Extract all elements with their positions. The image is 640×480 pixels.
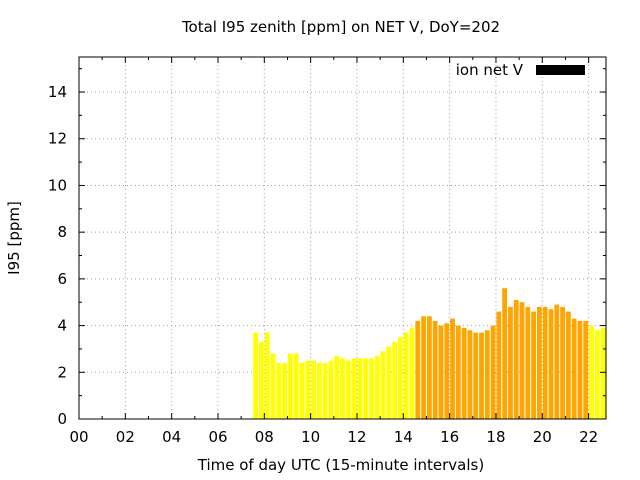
bar	[369, 358, 374, 419]
bar	[259, 341, 264, 419]
bar	[502, 288, 508, 419]
x-tick-label: 06	[208, 428, 227, 446]
bar	[403, 332, 409, 419]
bar	[334, 355, 340, 419]
bar	[525, 306, 531, 419]
y-tick-label: 4	[57, 317, 67, 335]
bar	[450, 318, 455, 419]
y-tick-label: 10	[48, 176, 67, 194]
bar	[398, 337, 403, 419]
bar	[328, 360, 334, 419]
y-tick-label: 12	[48, 130, 67, 148]
x-tick-label: 02	[116, 428, 135, 446]
bar	[537, 306, 542, 419]
bar	[455, 325, 461, 419]
bar	[479, 332, 484, 419]
bar	[508, 306, 513, 419]
x-tick-label: 08	[255, 428, 274, 446]
grid-lines	[79, 57, 606, 419]
x-tick-label: 00	[69, 428, 88, 446]
bar	[490, 325, 496, 419]
bar	[594, 330, 600, 419]
bar	[253, 332, 259, 419]
bar	[461, 327, 467, 419]
bars-group	[253, 288, 606, 419]
bar	[600, 327, 606, 419]
bar	[496, 311, 502, 419]
bar	[438, 325, 444, 419]
bar	[392, 341, 398, 419]
bar	[589, 325, 594, 419]
y-tick-label: 6	[57, 270, 67, 288]
bar	[270, 353, 276, 419]
bar	[473, 332, 479, 419]
x-axis-label: Time of day UTC (15-minute intervals)	[197, 456, 484, 474]
bar	[577, 320, 583, 419]
bar	[363, 358, 369, 419]
bar	[531, 311, 537, 419]
bar	[276, 362, 282, 419]
bar	[444, 323, 450, 419]
legend-swatch	[536, 65, 585, 75]
bar	[513, 299, 519, 419]
y-tick-label: 8	[57, 223, 67, 241]
bar	[415, 320, 421, 419]
bar	[484, 330, 490, 419]
bar	[554, 304, 560, 419]
bar	[548, 309, 554, 419]
bar	[357, 358, 363, 419]
x-tick-label: 14	[394, 428, 413, 446]
bar	[305, 360, 311, 419]
x-tick-label: 20	[533, 428, 552, 446]
plot-frame	[78, 56, 607, 420]
bar	[380, 351, 386, 419]
y-tick-label: 0	[57, 410, 67, 428]
bar	[542, 306, 548, 419]
bar	[287, 353, 293, 419]
bar	[432, 320, 438, 419]
y-tick-label: 14	[48, 83, 67, 101]
bar	[421, 316, 426, 419]
bar	[322, 362, 328, 419]
x-tick-label: 04	[162, 428, 181, 446]
x-tick-label: 12	[347, 428, 366, 446]
bar	[282, 362, 287, 419]
tick-marks	[78, 57, 606, 420]
x-tick-label: 16	[440, 428, 459, 446]
legend-label: ion net V	[456, 61, 524, 79]
bar	[560, 306, 565, 419]
chart-title: Total I95 zenith [ppm] on NET V, DoY=202	[181, 18, 500, 36]
bar	[374, 355, 380, 419]
bar	[351, 358, 357, 419]
bar	[409, 327, 415, 419]
bar	[316, 362, 322, 419]
y-tick-label: 2	[57, 363, 67, 381]
y-axis-label: I95 [ppm]	[5, 201, 23, 275]
x-tick-label: 10	[301, 428, 320, 446]
bar	[299, 362, 305, 419]
legend: ion net V	[456, 61, 585, 79]
bar	[345, 360, 351, 419]
bar	[467, 330, 473, 419]
bar	[571, 318, 577, 419]
bar	[565, 311, 571, 419]
bar	[264, 332, 270, 419]
x-tick-label: 18	[486, 428, 505, 446]
y-tick-labels: 0 2 4 6 8 10 12 14	[48, 83, 67, 428]
bar	[583, 320, 589, 419]
bar	[293, 353, 299, 419]
bar	[311, 360, 316, 419]
bar	[340, 358, 345, 419]
x-tick-labels: 00 02 04 06 08 10 12 14 16 18 20 22	[69, 428, 598, 446]
bar	[519, 302, 525, 419]
bar	[386, 346, 392, 419]
x-tick-label: 22	[579, 428, 598, 446]
bar	[426, 316, 432, 419]
